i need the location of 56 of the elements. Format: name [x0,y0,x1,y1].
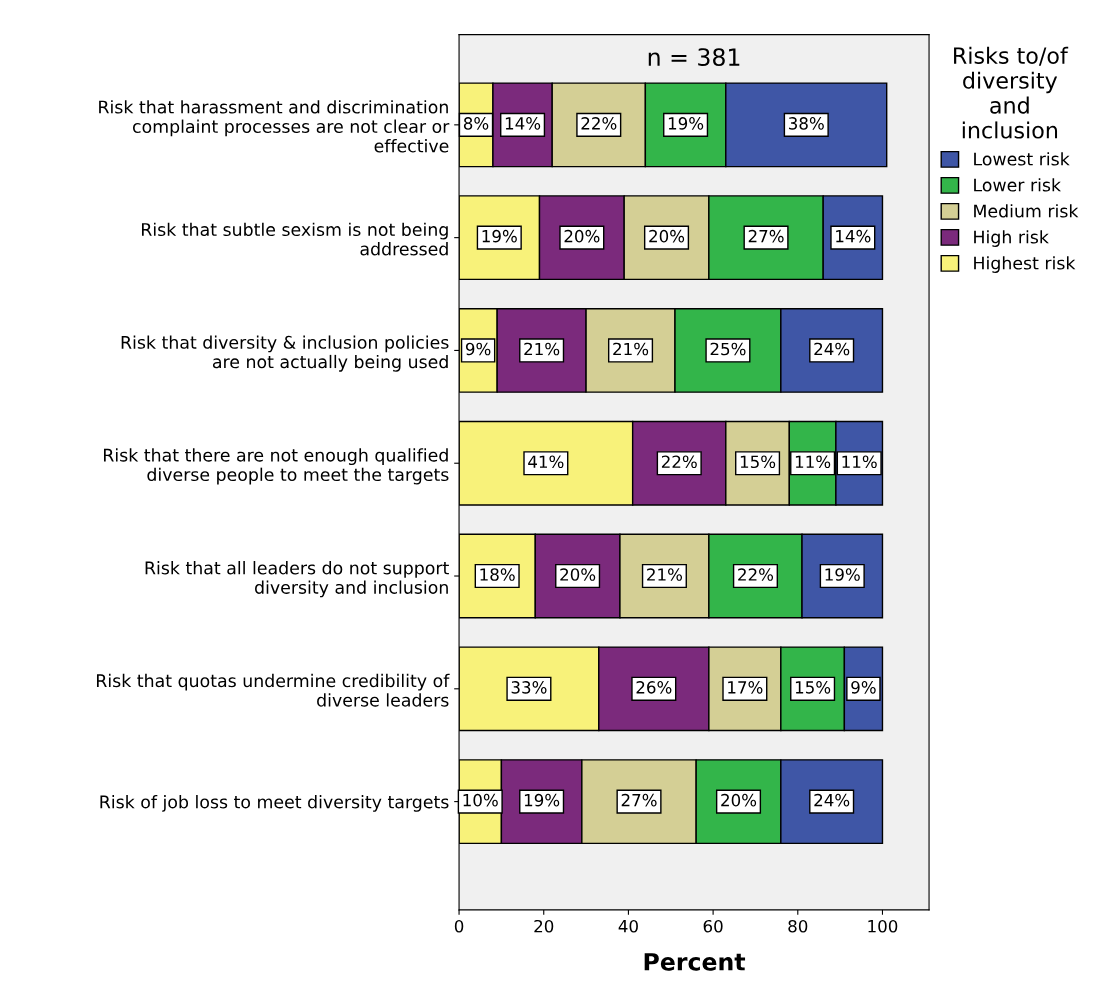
x-tick-label: 60 [703,919,723,933]
data-label: 27% [748,229,784,243]
legend-label: High risk [974,230,1049,247]
data-label: 11% [842,455,877,469]
x-tick-label: 40 [618,919,638,933]
x-tick-label: 100 [868,919,898,933]
y-tick-label: Risk that diversity & inclusion policies are not actually being used [121,335,449,372]
data-label: 21% [647,568,683,581]
x-tick-label: 20 [534,919,554,933]
data-label: 22% [581,117,617,130]
y-tick-label: Risk that subtle sexism is not being addressed [141,222,448,256]
data-label: 15% [740,455,776,469]
x-axis-title: Percent [644,953,746,971]
data-label: 20% [649,229,685,243]
data-label: 19% [524,793,560,807]
legend-label: Lowest risk [974,152,1070,166]
data-label: 24% [814,342,850,356]
data-label: 22% [661,455,697,469]
y-tick-label: Risk that quotas undermine credibility of diverse leaders [96,673,450,707]
y-tick-label: Risk of job loss to meet diversity targets [100,795,449,812]
data-label: 22% [738,568,774,581]
data-label: 10% [463,793,498,807]
data-label: 27% [621,793,657,807]
data-label: 17% [728,681,763,694]
data-label: 15% [795,681,831,694]
legend-title: Risks to/of diversity and inclusion [954,46,1069,139]
data-label: 8% [463,117,489,130]
data-label: 33% [511,681,547,694]
data-label: 26% [636,681,672,694]
x-tick-label: 80 [788,919,808,933]
data-label: 14% [505,117,541,130]
data-label: 19% [482,229,517,243]
data-label: 24% [814,793,850,807]
data-label: 21% [613,342,649,356]
x-tick-label: 0 [454,919,464,933]
chart-title: n = 381 [648,48,740,67]
y-tick-label: Risk that all leaders do not support diversity and inclusion [145,561,449,598]
data-label: 41% [528,455,564,469]
data-label: 9% [465,342,491,356]
data-label: 20% [564,229,600,243]
legend-label: Lower risk [974,178,1061,192]
y-tick-label: Risk that there are not enough qualified diverse people to meet the targets [104,448,449,485]
data-label: 25% [710,342,746,356]
data-label: 20% [721,793,757,807]
data-label: 14% [836,229,871,243]
legend-label: Highest risk [974,256,1076,273]
data-label: 11% [795,455,831,469]
data-label: 18% [480,568,515,581]
y-tick-label: Risk that harassment and discrimination complaint processes are not clear or effective [99,100,450,153]
data-label: 19% [825,568,860,581]
data-label: 9% [851,681,876,694]
data-label: 38% [789,117,824,130]
data-label: 20% [560,568,596,581]
data-label: 21% [524,342,560,356]
data-label: 19% [668,117,704,130]
legend-label: Medium risk [974,204,1079,218]
